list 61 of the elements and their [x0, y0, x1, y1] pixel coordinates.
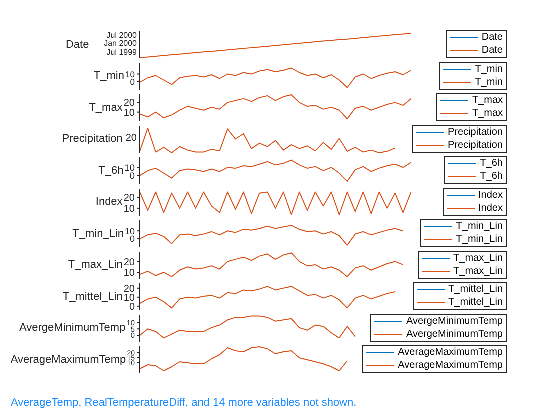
line-series	[140, 225, 404, 246]
line-series	[140, 315, 356, 338]
line-series	[140, 252, 404, 277]
legend-label: AvergeMinimumTemp	[406, 328, 503, 340]
y-axis-title: T_6h	[98, 164, 124, 178]
y-axis-title: Precipitation	[62, 132, 123, 147]
y-axis-title: Date	[66, 38, 90, 52]
line-series	[140, 346, 348, 372]
annotation: Jan 2000	[104, 39, 137, 49]
annotation: Jul 1999	[106, 48, 137, 58]
legend-label: T_max_Lin	[454, 264, 503, 278]
y-tick-label: 0	[129, 302, 136, 313]
y-tick-label: 10	[124, 292, 136, 304]
legend-label: T_min_Lin	[456, 220, 503, 233]
y-tick-label: 20	[124, 284, 136, 295]
legend-label: Precipitation	[448, 138, 503, 152]
y-axis-title: Index	[96, 195, 123, 210]
y-tick-label: 10	[124, 108, 136, 119]
y-tick-label: 10	[124, 203, 136, 214]
y-tick-label: 0	[130, 234, 136, 244]
legend-label: T_max	[472, 107, 503, 120]
legend-label: T_min_Lin	[456, 233, 503, 246]
line-series	[140, 67, 412, 88]
y-tick-label: 20	[124, 192, 136, 204]
legend-label: Precipitation	[448, 126, 503, 138]
y-tick-label: 10	[124, 268, 136, 279]
line-series	[140, 160, 412, 182]
legend-label: T_6h	[480, 170, 503, 183]
y-axis-title: AverageMaximumTemp	[10, 352, 126, 368]
legend-label: T_6h	[480, 157, 503, 170]
line-series	[140, 94, 412, 120]
y-tick-label: 10	[124, 162, 135, 173]
y-tick-label: 20	[124, 256, 136, 268]
y-axis-title: T_max_Lin	[68, 258, 123, 273]
y-tick-label: 20	[124, 98, 136, 110]
legend-label: T_mittel_Lin	[448, 283, 503, 296]
y-tick-label: 0	[130, 76, 136, 86]
legend-label: Index	[478, 202, 503, 214]
legend-label: Date	[482, 31, 503, 44]
legend-label: Index	[478, 188, 503, 202]
y-axis-title: T_min	[94, 69, 124, 84]
legend-label: AverageMaximumTemp	[398, 359, 503, 372]
y-axis-title: AvergeMinimumTemp	[20, 321, 126, 336]
legend-label: AverageMaximumTemp	[398, 346, 503, 359]
y-tick-label: 0	[130, 171, 135, 182]
legend-label: Date	[482, 44, 503, 57]
y-axis-title: T_mittel_Lin	[62, 290, 123, 304]
y-axis-title: T_min_Lin	[72, 226, 124, 242]
legend-label: T_mittel_Lin	[448, 296, 503, 309]
y-tick-label: 10	[125, 226, 136, 236]
annotation: Jul 2000	[106, 30, 137, 40]
legend-label: AvergeMinimumTemp	[406, 314, 503, 328]
legend-label: T_max_Lin	[454, 252, 503, 264]
line-series	[140, 286, 396, 309]
legend-label: T_max	[472, 94, 503, 107]
line-series	[140, 191, 412, 215]
legend-label: T_min	[475, 62, 503, 76]
y-tick-label: 10	[126, 68, 136, 79]
text: AverageTemp, RealTemperatureDiff, and 14 more variables not shown.	[11, 396, 358, 408]
y-axis-title: T_max	[89, 100, 123, 116]
legend-label: T_min	[475, 76, 503, 88]
